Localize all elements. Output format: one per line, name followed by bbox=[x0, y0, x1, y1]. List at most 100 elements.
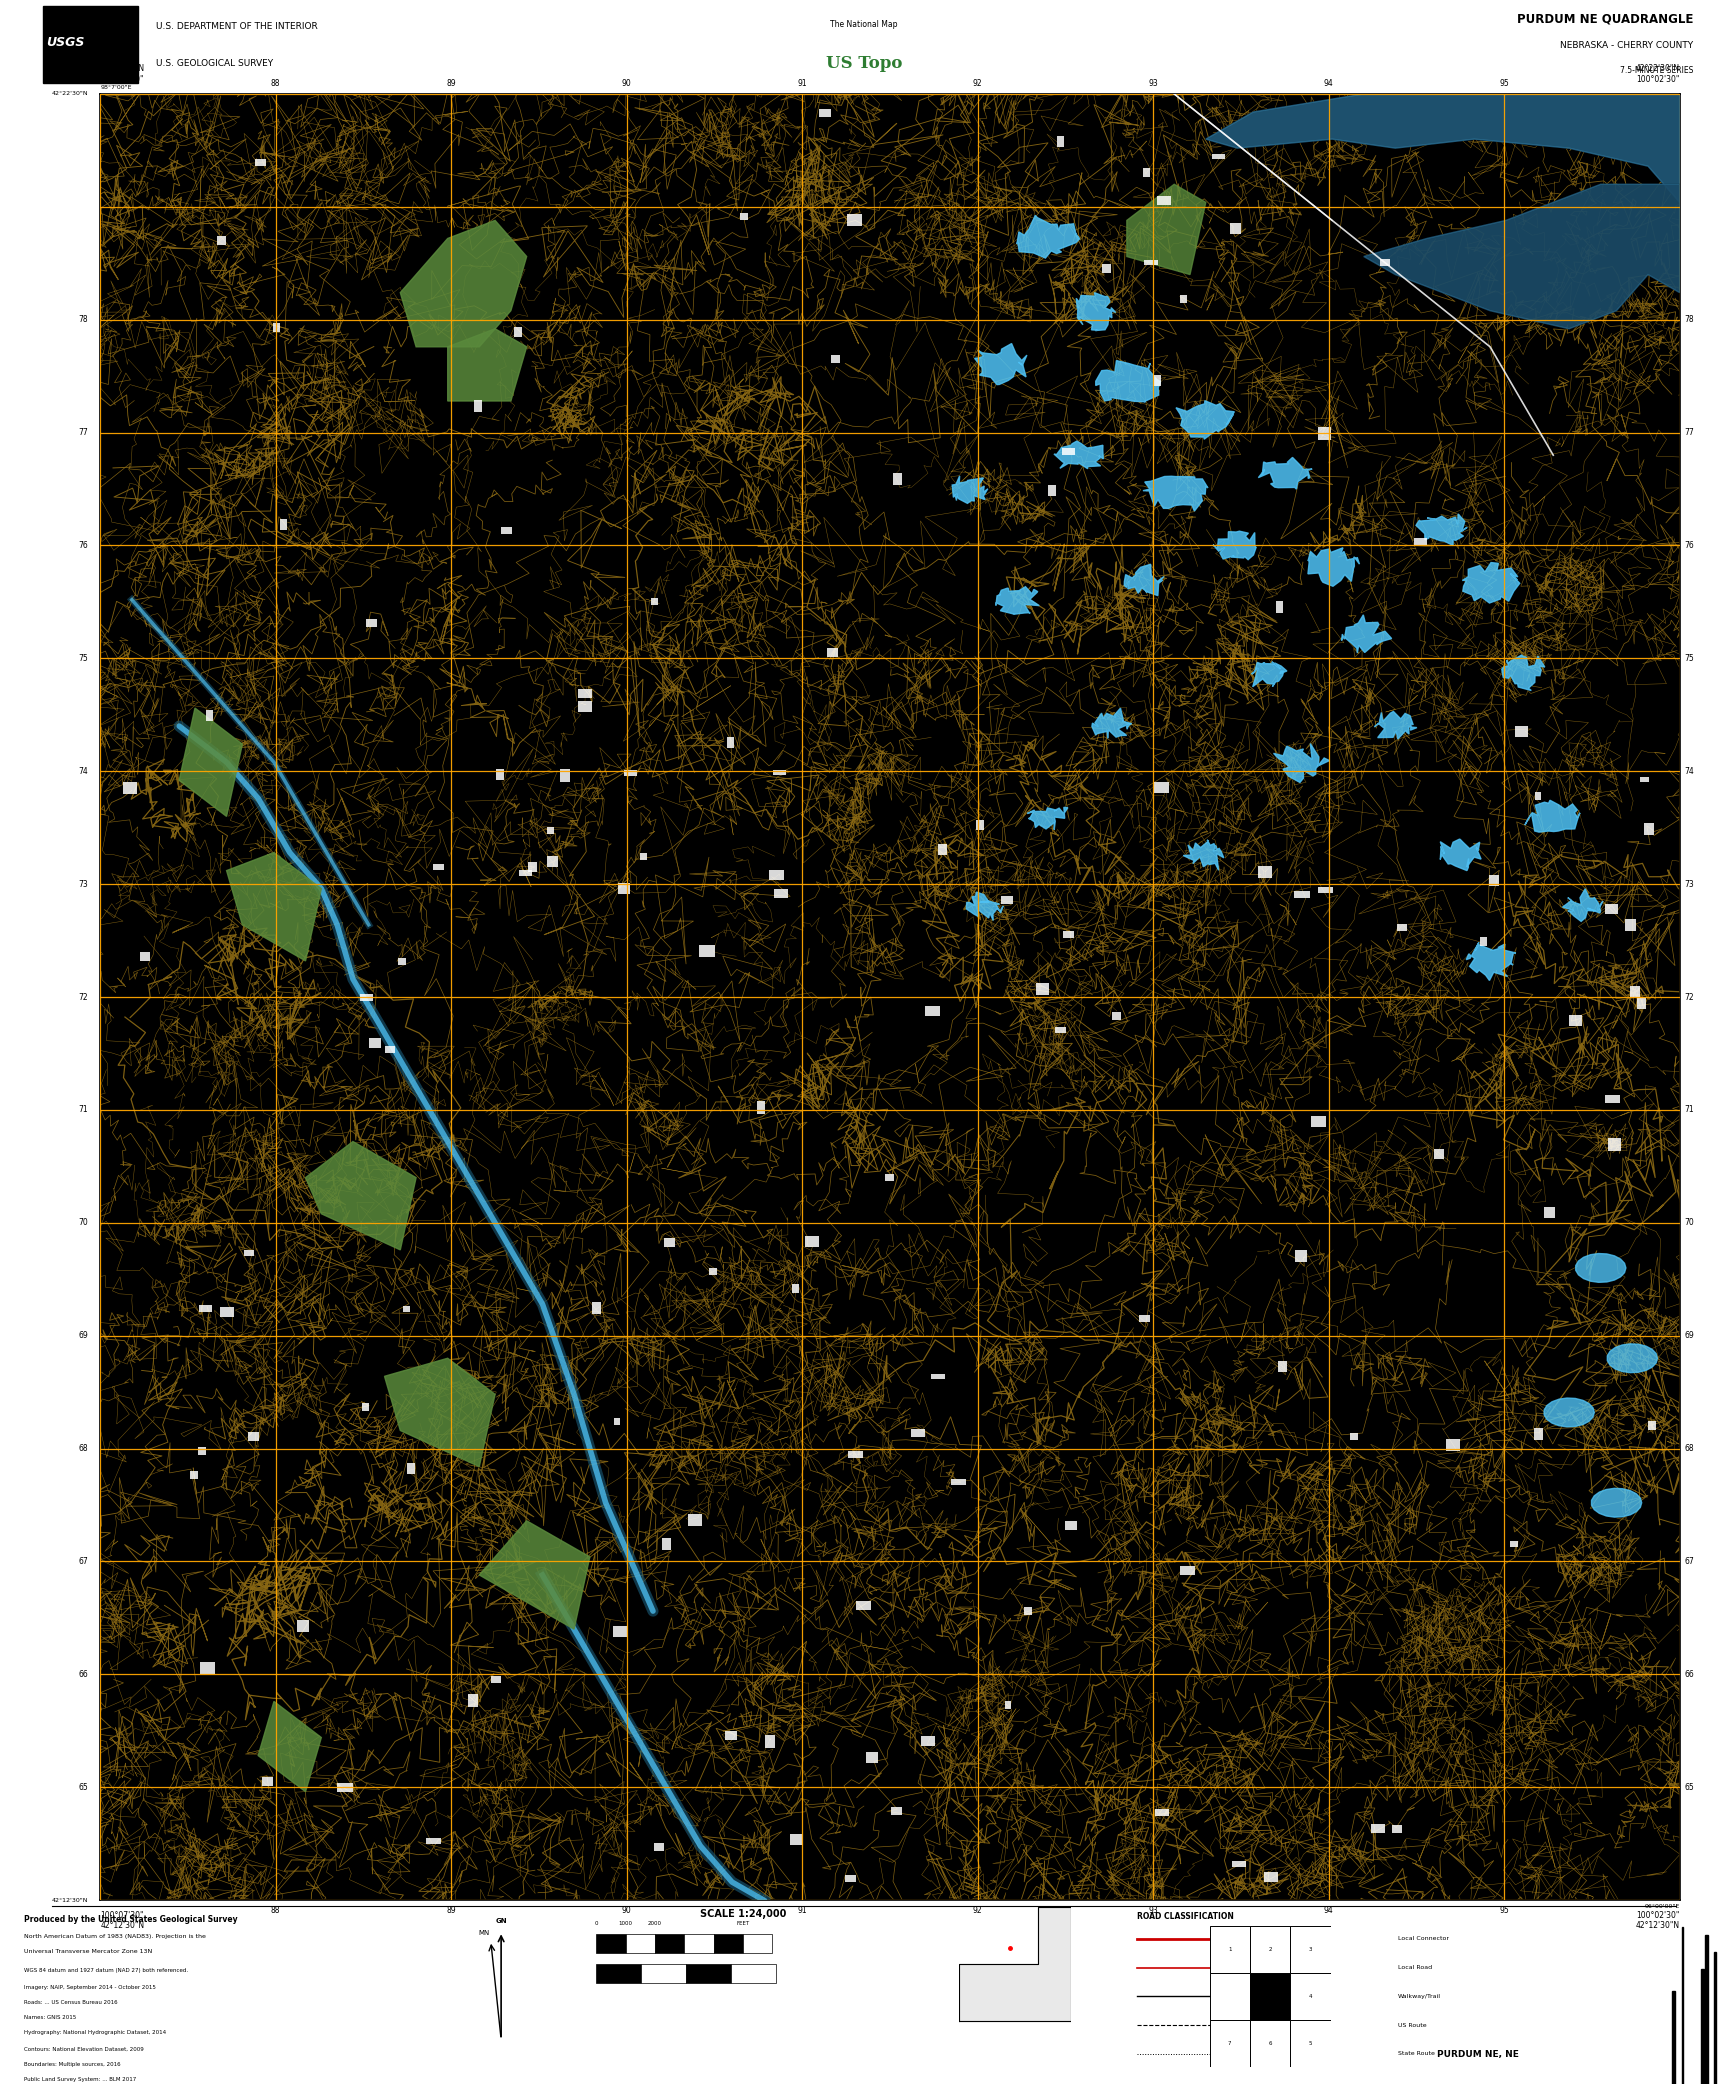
Text: US Route: US Route bbox=[1398, 2023, 1427, 2027]
Text: Walkway/Trail: Walkway/Trail bbox=[1398, 1994, 1441, 1998]
Polygon shape bbox=[1545, 1399, 1595, 1426]
Bar bbox=[43, 6, 138, 84]
Bar bbox=[1063, 931, 1075, 938]
Text: 100°07'30": 100°07'30" bbox=[100, 1911, 143, 1919]
Polygon shape bbox=[975, 345, 1026, 384]
Bar bbox=[337, 1783, 353, 1792]
Bar bbox=[1142, 167, 1151, 177]
Text: 66: 66 bbox=[1685, 1670, 1695, 1679]
Text: 100°07'30": 100°07'30" bbox=[100, 75, 143, 84]
Polygon shape bbox=[1142, 476, 1208, 512]
Bar bbox=[855, 1601, 871, 1610]
Polygon shape bbox=[306, 1142, 416, 1251]
Bar bbox=[546, 856, 558, 867]
Bar bbox=[1543, 1207, 1555, 1217]
Polygon shape bbox=[1591, 1489, 1642, 1518]
Text: 71: 71 bbox=[78, 1105, 88, 1115]
Bar bbox=[1277, 1361, 1287, 1372]
Bar bbox=[254, 159, 266, 165]
Polygon shape bbox=[1524, 800, 1579, 833]
Bar bbox=[931, 1374, 945, 1380]
Bar bbox=[399, 958, 406, 965]
Bar bbox=[1232, 1862, 1246, 1867]
Bar bbox=[1534, 1428, 1543, 1439]
Text: 1: 1 bbox=[1229, 1948, 1232, 1952]
Bar bbox=[529, 862, 537, 871]
Bar bbox=[1210, 2021, 1249, 2067]
Text: WGS 84 datum and 1927 datum (NAD 27) both referenced.: WGS 84 datum and 1927 datum (NAD 27) bot… bbox=[24, 1967, 188, 1973]
Text: 72: 72 bbox=[78, 992, 88, 1002]
Polygon shape bbox=[1251, 662, 1287, 687]
Bar bbox=[263, 1777, 273, 1785]
Bar bbox=[885, 1173, 895, 1182]
Bar bbox=[626, 1933, 655, 1952]
Polygon shape bbox=[1462, 562, 1519, 603]
Bar bbox=[1640, 777, 1650, 783]
Bar bbox=[1624, 919, 1636, 931]
Bar bbox=[190, 1470, 199, 1478]
Text: 90: 90 bbox=[622, 79, 631, 88]
Text: 78: 78 bbox=[78, 315, 88, 324]
Text: 67: 67 bbox=[1685, 1558, 1695, 1566]
Polygon shape bbox=[1206, 94, 1680, 203]
Bar bbox=[1291, 1925, 1331, 1973]
Text: 66: 66 bbox=[78, 1670, 88, 1679]
Text: PURDUM NE, NE: PURDUM NE, NE bbox=[1436, 2050, 1519, 2059]
Text: North American Datum of 1983 (NAD83). Projection is the: North American Datum of 1983 (NAD83). Pr… bbox=[24, 1933, 206, 1940]
Text: 0: 0 bbox=[594, 1921, 598, 1927]
Bar bbox=[596, 1965, 641, 1984]
Text: 76: 76 bbox=[78, 541, 88, 549]
Text: 77: 77 bbox=[78, 428, 88, 436]
Text: 1000: 1000 bbox=[619, 1921, 632, 1927]
Polygon shape bbox=[180, 708, 242, 816]
Bar bbox=[743, 1933, 772, 1952]
Text: 92: 92 bbox=[973, 1906, 983, 1915]
Text: U.S. DEPARTMENT OF THE INTERIOR: U.S. DEPARTMENT OF THE INTERIOR bbox=[156, 21, 318, 31]
Bar bbox=[1318, 887, 1334, 894]
Bar bbox=[1154, 783, 1170, 793]
Polygon shape bbox=[401, 221, 527, 347]
Polygon shape bbox=[1184, 839, 1223, 871]
Bar bbox=[1609, 1138, 1621, 1150]
Bar bbox=[791, 1284, 800, 1292]
Bar bbox=[468, 1693, 479, 1706]
Text: 69: 69 bbox=[78, 1332, 88, 1340]
Bar bbox=[757, 1100, 766, 1113]
Bar bbox=[1294, 892, 1310, 898]
Bar bbox=[501, 528, 511, 535]
Text: 95: 95 bbox=[1500, 1906, 1509, 1915]
Polygon shape bbox=[1054, 441, 1102, 470]
Text: FEET: FEET bbox=[736, 1921, 750, 1927]
Polygon shape bbox=[1341, 614, 1391, 654]
Polygon shape bbox=[257, 1702, 321, 1792]
Text: 71: 71 bbox=[1685, 1105, 1695, 1115]
Text: 70: 70 bbox=[1685, 1217, 1695, 1228]
Bar bbox=[1318, 426, 1331, 438]
Polygon shape bbox=[966, 892, 1004, 921]
Polygon shape bbox=[1465, 942, 1515, 981]
Text: 42°22'30"N: 42°22'30"N bbox=[1635, 65, 1680, 73]
Bar bbox=[921, 1737, 935, 1746]
Bar bbox=[866, 1752, 878, 1764]
Text: 93: 93 bbox=[1149, 79, 1158, 88]
Text: Names: GNIS 2015: Names: GNIS 2015 bbox=[24, 2015, 76, 2019]
Polygon shape bbox=[1127, 184, 1206, 274]
Text: PURDUM NE QUADRANGLE: PURDUM NE QUADRANGLE bbox=[1517, 13, 1693, 25]
Bar bbox=[1263, 1873, 1279, 1881]
Text: 96°00'00"E: 96°00'00"E bbox=[1645, 1904, 1680, 1908]
Bar bbox=[847, 215, 862, 226]
Bar bbox=[366, 620, 377, 626]
Bar bbox=[1381, 259, 1389, 265]
Bar bbox=[708, 1267, 717, 1276]
Bar bbox=[244, 1249, 254, 1257]
Polygon shape bbox=[1374, 712, 1417, 739]
Bar bbox=[688, 1514, 702, 1526]
Bar bbox=[1054, 1027, 1066, 1034]
Bar bbox=[359, 994, 373, 1000]
Bar bbox=[1630, 986, 1640, 996]
Bar bbox=[1294, 1249, 1306, 1261]
Bar bbox=[774, 889, 788, 898]
Text: 89: 89 bbox=[446, 1906, 456, 1915]
Bar bbox=[1111, 1011, 1121, 1019]
Bar bbox=[1154, 1808, 1168, 1817]
